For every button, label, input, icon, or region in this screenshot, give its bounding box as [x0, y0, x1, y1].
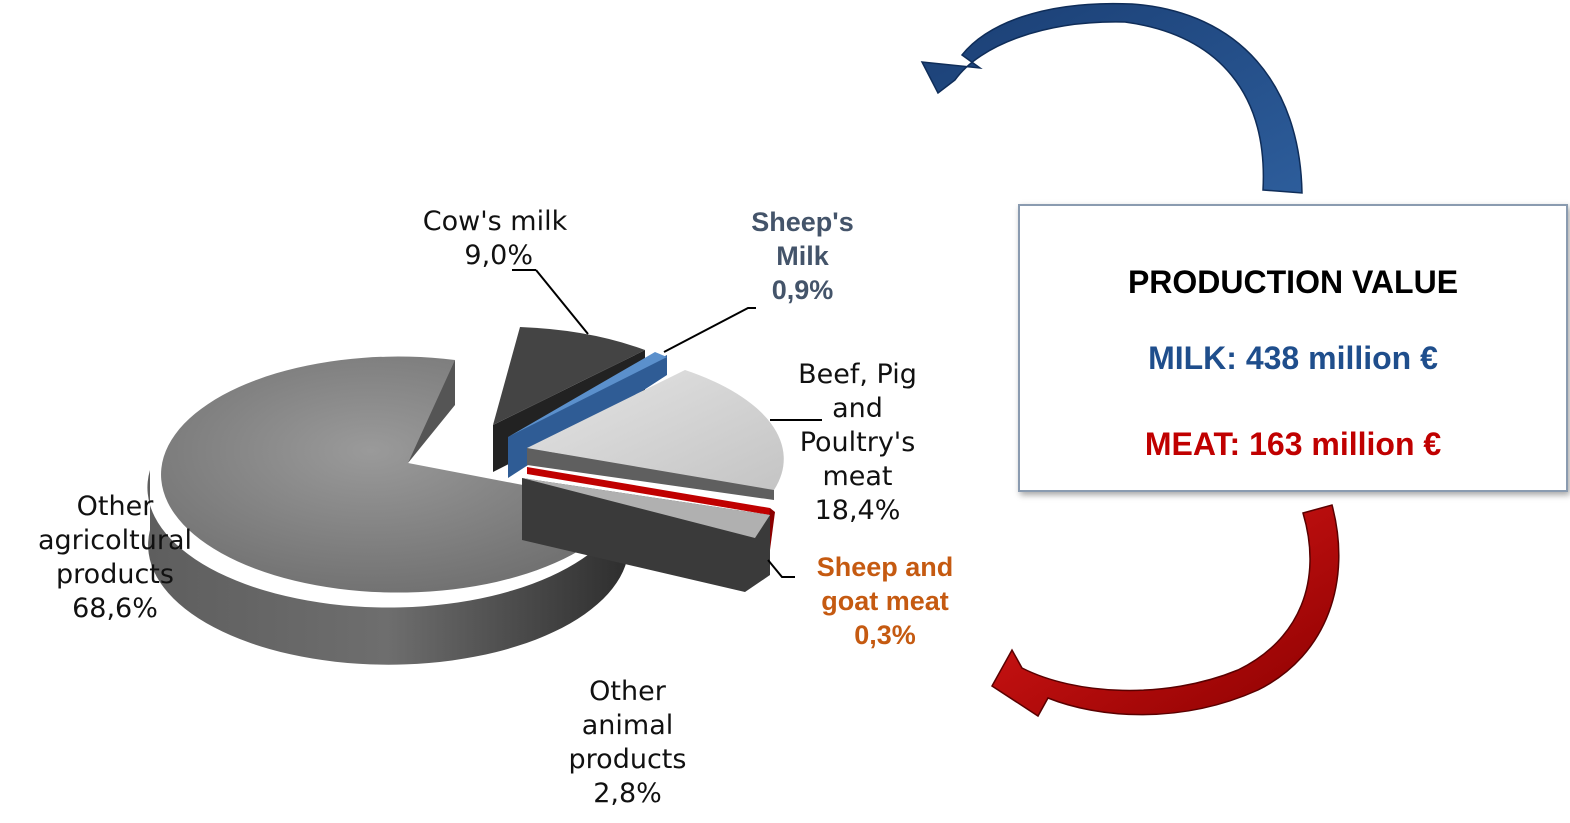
- label-beef-line1: Beef, Pig: [798, 359, 917, 390]
- label-sheep-goat-meat: Sheep and goat meat 0,3%: [790, 550, 980, 652]
- label-cows-milk-value: 9,0%: [464, 240, 533, 271]
- meat-value: MEAT: 163 million €: [1144, 426, 1442, 462]
- label-beef-line4: meat: [822, 461, 893, 492]
- production-value-box: PRODUCTION VALUE MILK: 438 million € MEA…: [1018, 204, 1568, 492]
- label-cows-milk-name: Cow's milk: [422, 206, 568, 237]
- leader-lines: [512, 269, 822, 578]
- label-beef-pig-poultry: Beef, Pig and Poultry's meat 18,4%: [775, 358, 940, 528]
- label-other-animal-line1: Other: [589, 676, 666, 707]
- label-other-animal-line3: products: [568, 744, 687, 775]
- milk-curved-arrow: [920, 2, 1303, 194]
- label-sheeps-milk-line1: Sheep's: [751, 207, 854, 237]
- label-sheep-goat-value: 0,3%: [854, 620, 916, 650]
- leader-sheep-goat-meat: [767, 559, 795, 578]
- label-other-animal-line2: animal: [581, 710, 674, 741]
- meat-curved-arrow: [991, 504, 1340, 718]
- label-other-agricultural: Other agricoltural products 68,6%: [20, 490, 210, 626]
- label-sheep-goat-line1: Sheep and: [816, 552, 954, 582]
- label-other-animal-value: 2,8%: [593, 778, 662, 809]
- production-value-title: PRODUCTION VALUE: [1127, 264, 1459, 300]
- label-sheeps-milk: Sheep's Milk 0,9%: [725, 205, 880, 307]
- label-other-agri-line2: agricoltural: [38, 525, 192, 556]
- milk-value: MILK: 438 million €: [1148, 340, 1438, 376]
- slice-other-agricultural-products: [147, 356, 627, 665]
- label-sheep-goat-line2: goat meat: [821, 586, 949, 616]
- label-beef-line3: Poultry's: [799, 427, 916, 458]
- label-other-animal-products: Other animal products 2,8%: [540, 675, 715, 811]
- slice-other-animal-products: [522, 478, 770, 592]
- label-beef-line2: and: [832, 393, 883, 424]
- leader-sheeps-milk: [663, 307, 756, 353]
- label-sheeps-milk-line2: Milk: [776, 241, 829, 271]
- label-other-agri-line3: products: [56, 559, 174, 590]
- label-other-agri-value: 68,6%: [72, 593, 158, 624]
- label-cows-milk: Cow's milk 9,0%: [395, 205, 595, 273]
- label-sheeps-milk-value: 0,9%: [771, 275, 834, 305]
- label-other-agri-line1: Other: [76, 491, 154, 522]
- leader-cows-milk: [512, 269, 589, 335]
- label-beef-value: 18,4%: [814, 495, 901, 526]
- slice-beef-pig-poultry: [527, 370, 784, 500]
